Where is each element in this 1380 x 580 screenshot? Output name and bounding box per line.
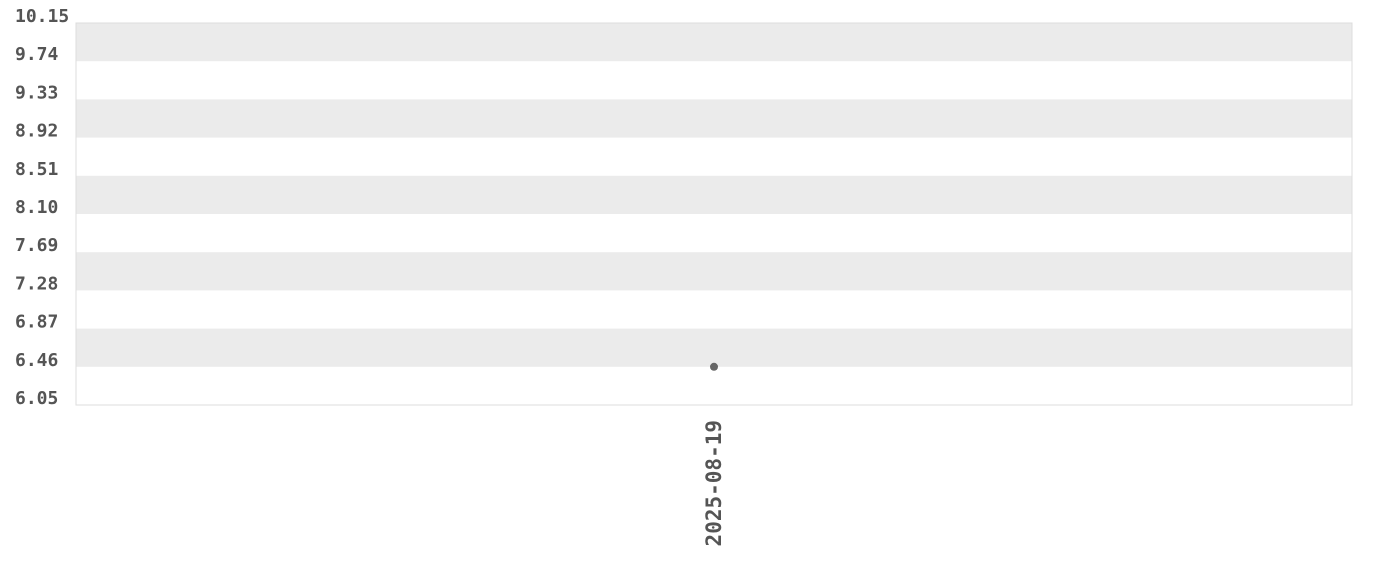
data-point xyxy=(710,362,718,371)
grid-band xyxy=(76,23,1352,62)
y-tick-label: 6.87 xyxy=(15,312,58,333)
y-tick-label: 8.51 xyxy=(15,159,58,180)
y-tick-label: 7.28 xyxy=(15,273,58,294)
grid-band xyxy=(76,328,1352,367)
y-tick-label: 9.74 xyxy=(15,44,59,65)
x-tick-label: 2025-08-19 xyxy=(702,420,726,546)
y-tick-label: 8.10 xyxy=(15,197,58,218)
x-axis: 2025-08-19 xyxy=(702,420,726,546)
grid-band xyxy=(76,252,1352,291)
grid-bands xyxy=(76,23,1352,367)
y-tick-label: 6.05 xyxy=(15,388,58,409)
y-tick-label: 9.33 xyxy=(15,82,58,103)
plot-area-border xyxy=(75,22,1353,406)
y-tick-label: 10.15 xyxy=(15,6,69,27)
y-axis: 10.15 9.74 9.33 8.92 8.51 8.10 7.69 7.28 6.87 6.4… xyxy=(15,6,69,409)
y-tick-label: 8.92 xyxy=(15,121,58,142)
series-points xyxy=(710,362,718,371)
grid-band xyxy=(76,175,1352,214)
grid-band xyxy=(76,99,1352,138)
y-tick-label: 7.69 xyxy=(15,235,58,256)
y-tick-label: 6.46 xyxy=(15,350,58,371)
